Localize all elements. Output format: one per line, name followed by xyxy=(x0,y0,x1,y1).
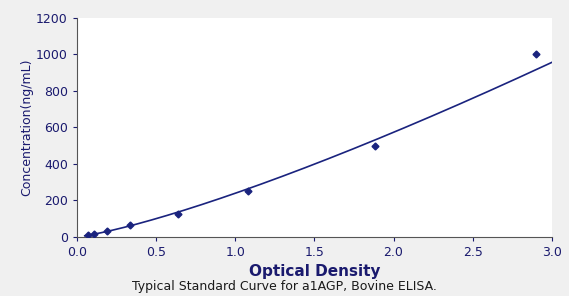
Y-axis label: Concentration(ng/mL): Concentration(ng/mL) xyxy=(20,59,33,196)
Text: Typical Standard Curve for a1AGP, Bovine ELISA.: Typical Standard Curve for a1AGP, Bovine… xyxy=(132,280,437,293)
X-axis label: Optical Density: Optical Density xyxy=(249,264,380,279)
